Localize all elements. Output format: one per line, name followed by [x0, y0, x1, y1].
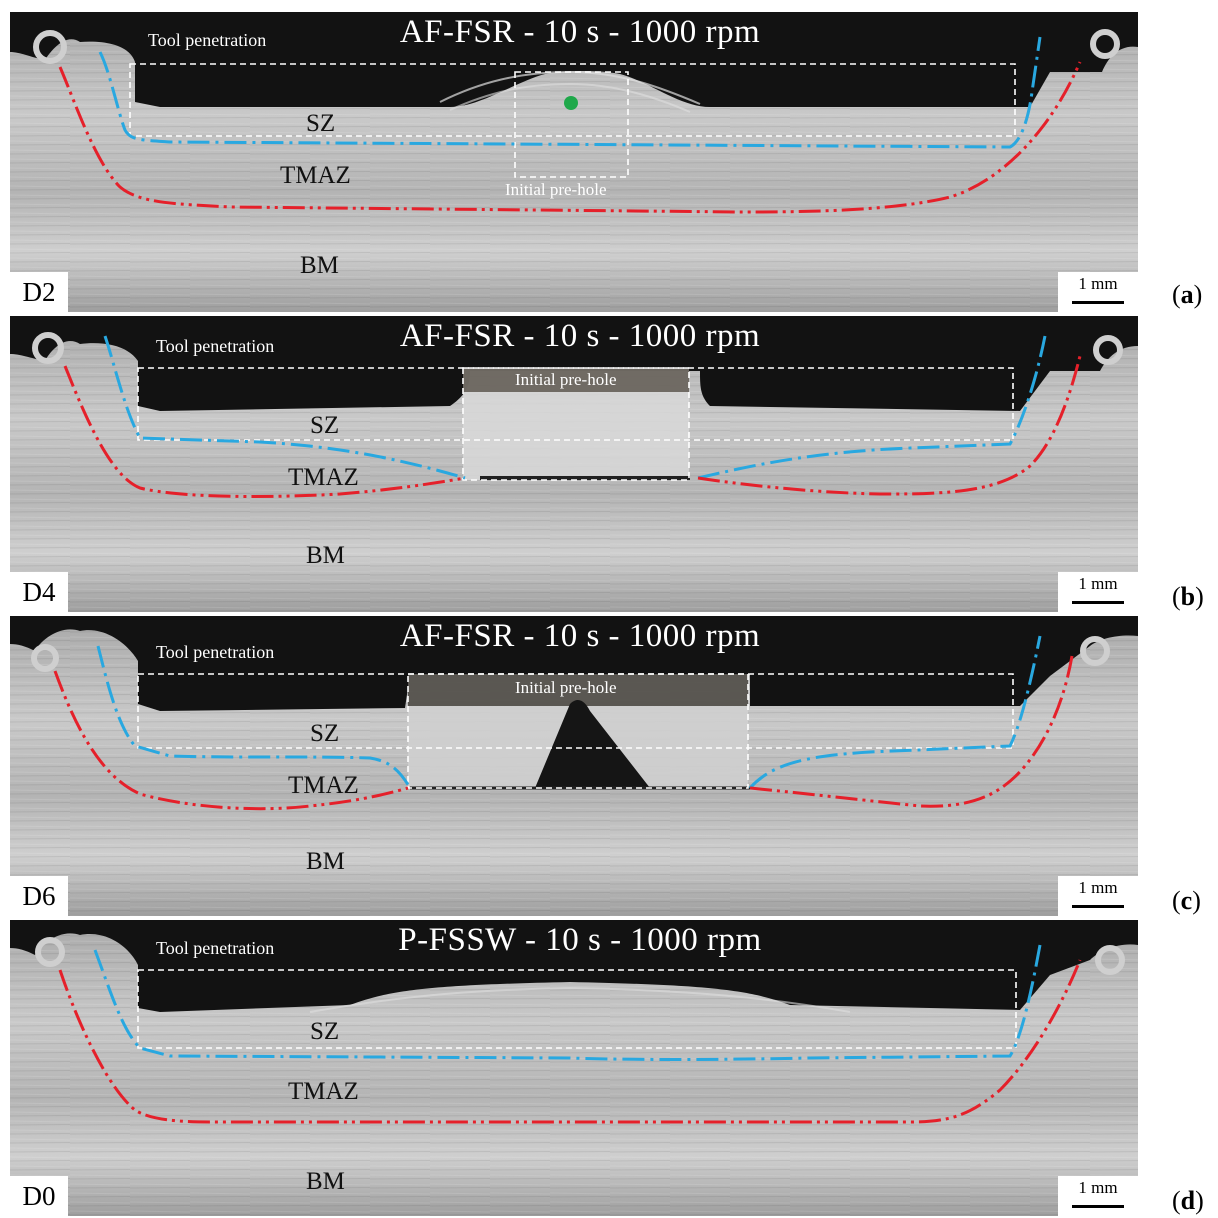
micrograph-d	[10, 920, 1138, 1216]
sz-boundary-line	[98, 36, 1042, 149]
panel-title: AF-FSR - 10 s - 1000 rpm	[399, 618, 761, 654]
tmaz-label: TMAZ	[288, 464, 359, 491]
scale-bar: 1 mm	[1058, 272, 1138, 312]
sz-boundary-line	[93, 944, 1042, 1061]
scale-bar-line	[1072, 601, 1124, 604]
right-curl	[1093, 335, 1123, 365]
tmaz-boundary-line	[58, 959, 1082, 1124]
tool-penetration-label: Tool penetration	[148, 30, 267, 50]
subfigure-label-a: (a)	[1172, 280, 1203, 309]
scale-bar-label: 1 mm	[1078, 878, 1118, 897]
tool-penetration-box	[129, 63, 1016, 137]
scale-bar-line	[1072, 1205, 1124, 1208]
tmaz-label: TMAZ	[280, 162, 351, 189]
tmaz-boundary-line	[53, 655, 1074, 811]
tool-penetration-label: Tool penetration	[156, 642, 275, 662]
tmaz-boundary-line	[58, 61, 1082, 214]
specimen-id: D2	[10, 272, 68, 312]
sz-label: SZ	[310, 1018, 340, 1045]
right-curl	[1080, 636, 1110, 666]
tool-penetration-label: Tool penetration	[156, 336, 275, 356]
sz-flow-lines	[309, 986, 851, 1013]
prehole-box	[462, 367, 690, 481]
subfigure-label-d: (d)	[1172, 1186, 1204, 1215]
specimen-id: D0	[10, 1176, 68, 1216]
panel-d: P-FSSW - 10 s - 1000 rpm Tool penetratio…	[10, 920, 1138, 1216]
scale-bar-line	[1072, 301, 1124, 304]
panel-c: AF-FSR - 10 s - 1000 rpm Tool penetratio…	[10, 616, 1138, 916]
micrograph-c	[10, 616, 1138, 916]
prehole-label: Initial pre-hole	[505, 180, 607, 199]
bm-label: BM	[306, 848, 345, 875]
bm-label: BM	[306, 542, 345, 569]
tool-cavity	[10, 316, 1138, 411]
right-curl	[1090, 29, 1120, 59]
scale-bar: 1 mm	[1058, 572, 1138, 612]
panel-title: P-FSSW - 10 s - 1000 rpm	[398, 922, 762, 958]
tool-penetration-box	[137, 367, 1014, 441]
tool-penetration-label: Tool penetration	[156, 938, 275, 958]
central-void	[535, 700, 650, 788]
scale-bar-label: 1 mm	[1078, 274, 1118, 293]
tmaz-boundary-line	[63, 355, 1082, 498]
bm-label: BM	[300, 252, 339, 279]
specimen-id: D4	[10, 572, 68, 612]
scale-bar-label: 1 mm	[1078, 574, 1118, 593]
sz-label: SZ	[310, 412, 340, 439]
left-curl	[33, 30, 67, 64]
panel-a: AF-FSR - 10 s - 1000 rpm Tool penetratio…	[10, 12, 1138, 312]
scale-bar-label: 1 mm	[1078, 1178, 1118, 1197]
tool-cavity	[10, 616, 1138, 711]
scale-bar-line	[1072, 905, 1124, 908]
right-curl	[1095, 945, 1125, 975]
subfigure-label-c: (c)	[1172, 886, 1201, 915]
prehole-box	[407, 673, 749, 789]
tmaz-label: TMAZ	[288, 1078, 359, 1105]
sz-boundary-line	[103, 335, 1047, 480]
panel-title: AF-FSR - 10 s - 1000 rpm	[399, 14, 761, 50]
sz-boundary-line	[96, 635, 1042, 790]
tool-cavity	[10, 920, 1138, 1012]
sz-label: SZ	[310, 720, 340, 747]
bm-label: BM	[306, 1168, 345, 1195]
left-curl	[35, 937, 65, 967]
tool-penetration-box	[137, 969, 1017, 1049]
sz-label: SZ	[306, 110, 336, 137]
tool-penetration-box	[137, 673, 1014, 749]
scale-bar: 1 mm	[1058, 1176, 1138, 1216]
prehole-label: Initial pre-hole	[515, 370, 617, 389]
green-marker	[564, 96, 578, 110]
panel-title: AF-FSR - 10 s - 1000 rpm	[399, 318, 761, 354]
micrograph-a	[10, 12, 1138, 312]
left-curl	[31, 644, 59, 672]
prehole-label: Initial pre-hole	[515, 678, 617, 697]
tmaz-label: TMAZ	[288, 772, 359, 799]
panel-b: AF-FSR - 10 s - 1000 rpm Tool penetratio…	[10, 316, 1138, 612]
micrograph-b	[10, 316, 1138, 612]
specimen-id: D6	[10, 876, 68, 916]
left-curl	[32, 332, 64, 364]
prehole-box	[514, 71, 629, 178]
scale-bar: 1 mm	[1058, 876, 1138, 916]
subfigure-label-b: (b)	[1172, 582, 1204, 611]
tool-cavity	[10, 12, 1138, 107]
